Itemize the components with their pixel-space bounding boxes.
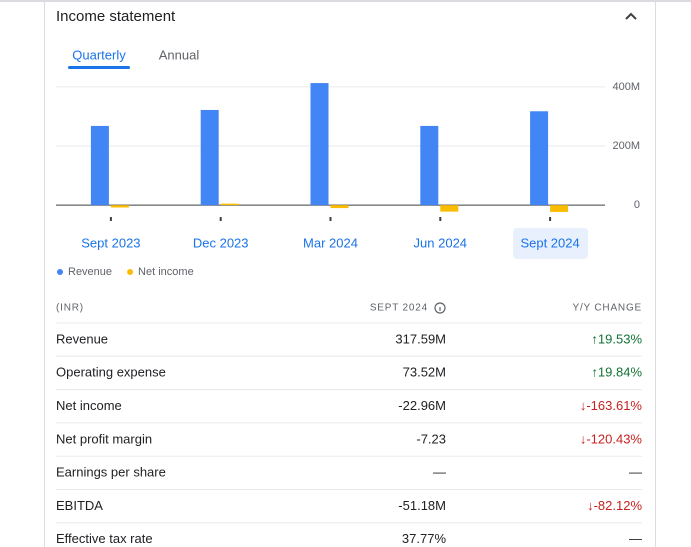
row-change: —: [629, 531, 642, 546]
bar: [330, 205, 349, 209]
row-value: -22.96M: [398, 398, 446, 413]
x-tick-label[interactable]: Sept 2024: [520, 235, 579, 250]
legend-marker: [57, 269, 63, 275]
tab-indicator: [68, 66, 130, 69]
row-value: 73.52M: [403, 365, 446, 380]
row-label: Operating expense: [56, 365, 166, 380]
row-label: Earnings per share: [56, 465, 166, 480]
y-tick-label: 200M: [612, 140, 640, 152]
row-value: —: [433, 465, 446, 480]
table: (INR) SEPT 2024 Y/Y CHANGE Revenue 317.59M ↑1…: [56, 302, 643, 546]
row-change: ↓-82.12%: [587, 498, 642, 513]
row-value: -51.18M: [398, 498, 446, 513]
row-label: EBITDA: [56, 498, 103, 513]
column-header: (INR): [56, 303, 84, 314]
row-value: -7.23: [416, 431, 446, 446]
x-tick-label[interactable]: Dec 2023: [193, 235, 249, 250]
x-tick-label[interactable]: Sept 2023: [81, 235, 140, 250]
x-tick-label[interactable]: Jun 2024: [414, 235, 468, 250]
bar: [420, 125, 439, 206]
bar: [200, 109, 219, 206]
row-change: ↑19.53%: [591, 331, 642, 346]
bar: [110, 205, 129, 208]
row-change: ↓-120.43%: [580, 431, 643, 446]
top-shadow: [0, 0, 691, 2]
collapse-button[interactable]: [625, 12, 637, 20]
row-label: Effective tax rate: [56, 531, 153, 546]
row-label: Net profit margin: [56, 431, 152, 446]
row-change: —: [629, 465, 642, 480]
column-header: Y/Y CHANGE: [573, 303, 643, 314]
bar: [90, 125, 109, 206]
chart: 0 200M 400M Sept 2023 Dec 2023 Mar 2024 Jun 20…: [56, 81, 640, 278]
row-change: ↓-163.61%: [580, 398, 643, 413]
legend-marker: [127, 269, 134, 275]
info-icon[interactable]: [434, 302, 446, 314]
card-title: Income statement: [56, 8, 176, 25]
row-value: 317.59M: [395, 331, 446, 346]
row-label: Net income: [56, 398, 122, 413]
tab[interactable]: Quarterly: [72, 47, 126, 62]
tab[interactable]: Annual: [159, 47, 200, 62]
column-header: SEPT 2024: [370, 303, 428, 314]
x-tick-label[interactable]: Mar 2024: [303, 235, 358, 250]
legend-label: Net income: [138, 266, 194, 278]
bar: [440, 205, 459, 212]
category-highlight: [513, 228, 589, 259]
bar: [220, 203, 239, 206]
legend-label: Revenue: [68, 266, 112, 278]
row-label: Revenue: [56, 331, 108, 346]
y-tick-label: 0: [634, 199, 640, 211]
bar: [550, 205, 569, 212]
row-change: ↑19.84%: [591, 365, 642, 380]
y-tick-label: 400M: [612, 81, 640, 93]
row-value: 37.77%: [402, 531, 447, 546]
bar: [310, 83, 329, 206]
bar: [530, 111, 549, 206]
